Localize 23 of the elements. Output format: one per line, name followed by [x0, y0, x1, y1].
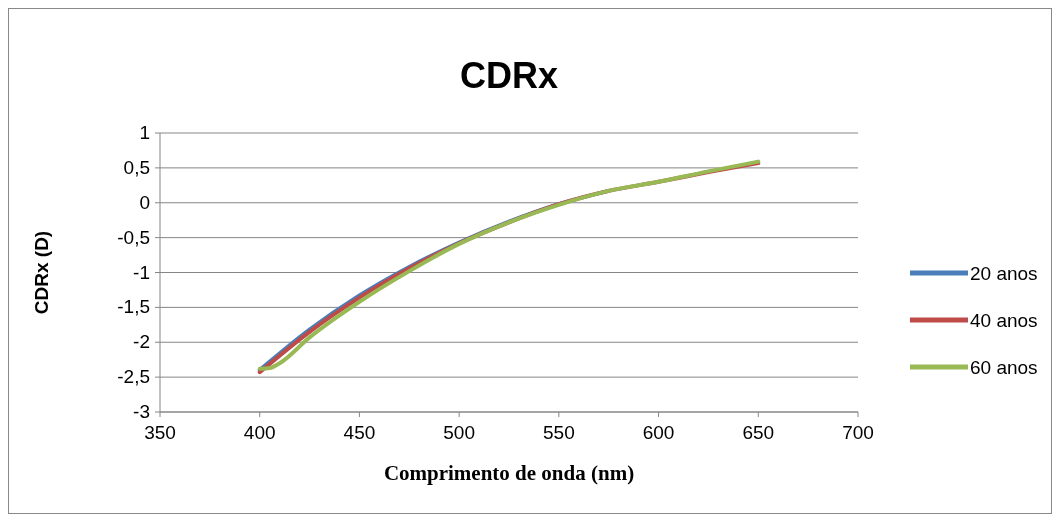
x-tick-label: 600: [642, 422, 675, 443]
x-tick-label: 450: [343, 422, 376, 443]
y-tick-label: 1: [139, 122, 150, 143]
y-tick-label: -0,5: [117, 226, 150, 248]
legend-label: 40 anos: [970, 310, 1038, 331]
y-tick-label: -2,5: [117, 366, 150, 388]
legend-label: 20 anos: [970, 263, 1038, 284]
x-tick-label: 700: [842, 422, 874, 443]
chart-title: CDRx: [459, 55, 559, 96]
x-tick-label: 650: [742, 422, 775, 443]
x-tick-label: 500: [443, 422, 475, 443]
y-tick-label: -1: [133, 261, 150, 283]
y-tick-label: 0: [139, 191, 150, 213]
x-axis-title: Comprimento de onda (nm): [383, 461, 635, 485]
legend-label: 60 anos: [970, 357, 1038, 378]
x-tick-label: 400: [243, 422, 276, 443]
y-tick-label: -2: [133, 331, 150, 353]
y-tick-label: -3: [133, 401, 150, 422]
x-tick-label: 350: [144, 422, 176, 443]
y-axis-title: CDRx (D): [31, 230, 52, 315]
y-tick-label: 0,5: [123, 156, 150, 178]
y-tick-label: -1,5: [117, 296, 150, 318]
x-tick-label: 550: [543, 422, 575, 443]
